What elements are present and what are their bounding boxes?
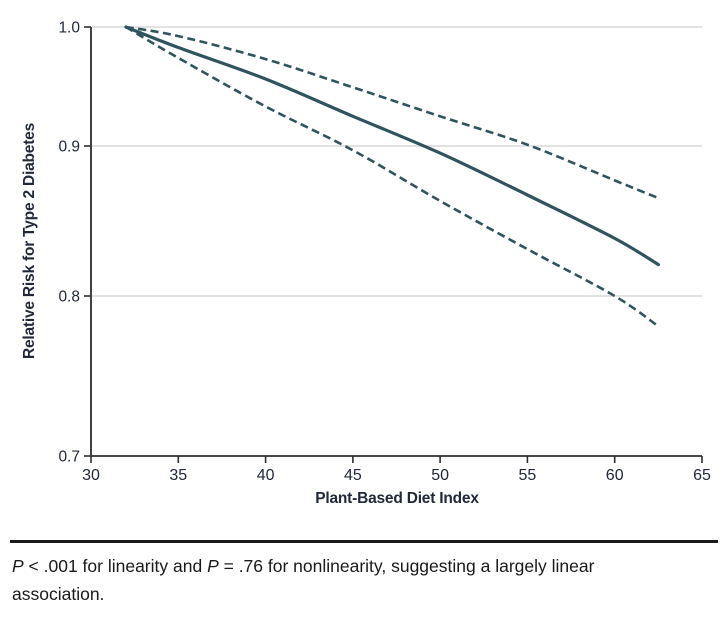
risk-line [124, 25, 660, 267]
caption-text-segment: association. [12, 584, 105, 604]
caption-line: association. [12, 580, 712, 608]
x-tick-label: 60 [606, 467, 624, 484]
ci-lower-line [125, 25, 660, 328]
caption-text-segment: = .76 for nonlinearity, suggesting a lar… [218, 556, 595, 576]
x-tick-label: 35 [169, 467, 187, 484]
risk-curve-chart: 1.0 0.9 0.8 0.730 35 40 45 50 55 60 65 [58, 20, 711, 485]
caption-italic-segment: P [207, 556, 219, 576]
y-tick-label: 0.9 [58, 139, 80, 156]
x-tick-label: 50 [431, 467, 449, 484]
y-tick-label: 1.0 [58, 20, 80, 37]
x-tick-label: 55 [519, 467, 537, 484]
x-tick-label: 40 [257, 467, 275, 484]
x-tick-label: 45 [344, 467, 362, 484]
y-tick-label: 0.7 [58, 449, 80, 466]
caption-divider-rule [10, 540, 718, 543]
caption-line: P < .001 for linearity and P = .76 for n… [12, 552, 712, 580]
y-tick-label: 0.8 [58, 289, 80, 306]
ci-upper-line [125, 25, 659, 200]
figure-caption: P < .001 for linearity and P = .76 for n… [12, 552, 712, 608]
x-axis-title: Plant-Based Diet Index [315, 490, 479, 507]
x-tick-label: 65 [693, 467, 711, 484]
caption-text-segment: < .001 for linearity and [23, 556, 208, 576]
x-tick-label: 30 [82, 467, 100, 484]
caption-italic-segment: P [12, 556, 24, 576]
y-axis-title: Relative Risk for Type 2 Diabetes [21, 122, 38, 360]
